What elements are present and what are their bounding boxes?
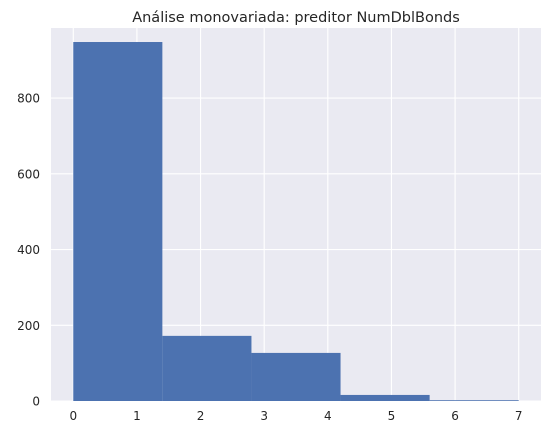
- histogram-bar: [73, 42, 163, 401]
- histogram-bars: [73, 42, 519, 401]
- x-tick-label: 3: [260, 409, 268, 423]
- chart-title: Análise monovariada: preditor NumDblBond…: [132, 10, 460, 26]
- x-tick-label: 7: [515, 409, 523, 423]
- x-tick-label: 6: [451, 409, 459, 423]
- x-tick-label: 1: [133, 409, 141, 423]
- histogram-bar: [429, 400, 519, 401]
- x-tick-label: 0: [69, 409, 77, 423]
- histogram-bar: [251, 352, 341, 401]
- y-tick-label: 400: [17, 243, 40, 257]
- histogram-bar: [340, 394, 430, 401]
- y-tick-label: 800: [17, 92, 40, 106]
- x-tick-label: 4: [324, 409, 332, 423]
- x-axis-ticks: 0 1 2 3 4 5 6 7: [69, 409, 522, 423]
- y-tick-label: 0: [32, 395, 40, 409]
- x-tick-label: 5: [388, 409, 396, 423]
- y-tick-label: 600: [17, 167, 40, 181]
- histogram-bar: [162, 335, 252, 401]
- x-tick-label: 2: [197, 409, 205, 423]
- y-axis-ticks: 0 200 400 600 800: [17, 92, 40, 409]
- y-tick-label: 200: [17, 319, 40, 333]
